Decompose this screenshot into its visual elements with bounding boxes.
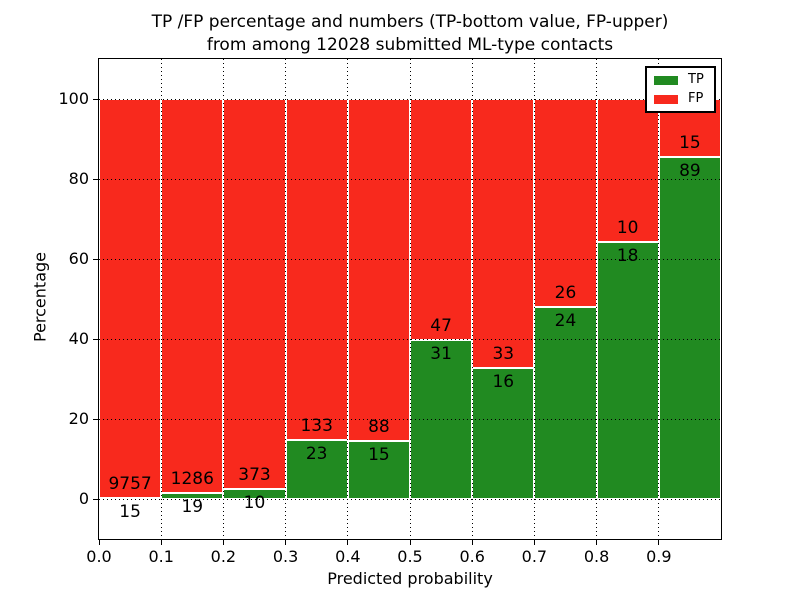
y-tick <box>93 498 98 500</box>
x-tick <box>409 540 411 545</box>
bar-fp-segment <box>161 99 224 494</box>
bar-tp-segment <box>410 340 473 499</box>
bar-label-tp-count: 10 <box>243 492 266 513</box>
x-tick-label: 0.4 <box>335 547 361 566</box>
bar-label-tp-count: 23 <box>305 444 328 465</box>
gridline-vertical <box>409 59 411 539</box>
y-tick-label: 20 <box>68 409 89 428</box>
x-tick <box>160 540 162 545</box>
y-tick-label: 100 <box>58 89 89 108</box>
x-axis-label: Predicted probability <box>327 569 493 588</box>
bar-fp-segment <box>534 99 597 307</box>
bar-label-tp-count: 31 <box>430 344 452 365</box>
gridline-vertical <box>533 59 535 539</box>
y-tick <box>93 98 98 100</box>
gridline-horizontal <box>99 338 721 340</box>
bar-label-fp-count: 1286 <box>170 469 214 490</box>
x-tick-label: 0.7 <box>521 547 548 566</box>
gridline-horizontal <box>99 178 721 180</box>
x-tick-label: 0.2 <box>210 547 237 566</box>
gridline-vertical <box>596 59 598 539</box>
gridline-vertical <box>471 59 473 539</box>
bar-label-tp-count: 19 <box>181 497 204 518</box>
y-tick <box>93 258 98 260</box>
bar-label-tp-count: 15 <box>368 444 390 465</box>
bar-tp-segment <box>596 241 659 499</box>
chart-title: TP /FP percentage and numbers (TP-bottom… <box>99 11 721 57</box>
bar-label-fp-count: 33 <box>492 344 515 365</box>
x-tick <box>471 540 473 545</box>
bar-fp-segment <box>596 99 659 242</box>
bar-label-fp-count: 47 <box>430 316 452 337</box>
chart-title-line2: from among 12028 submitted ML-type conta… <box>206 35 614 55</box>
chart-title-line1: TP /FP percentage and numbers (TP-bottom… <box>151 12 669 32</box>
x-tick <box>658 540 660 545</box>
x-tick-label: 0.1 <box>148 547 174 566</box>
x-tick-label: 0.8 <box>583 547 610 566</box>
x-tick <box>222 540 224 545</box>
bar-tp-segment <box>223 488 286 499</box>
y-tick-label: 60 <box>68 249 89 268</box>
y-tick-label: 0 <box>78 489 89 508</box>
legend: TP FP <box>645 66 716 113</box>
gridline-horizontal <box>99 418 721 420</box>
bar-label-fp-count: 88 <box>368 416 390 437</box>
gridline-vertical <box>658 59 660 539</box>
legend-label-fp: FP <box>688 91 704 106</box>
y-tick <box>93 418 98 420</box>
x-tick <box>347 540 349 545</box>
bar-fp-segment <box>410 99 473 341</box>
bar-label-tp-count: 15 <box>119 502 141 523</box>
x-tick <box>285 540 287 545</box>
bar-label-fp-count: 9757 <box>108 474 152 495</box>
bar-fp-segment <box>347 99 410 441</box>
bar-label-tp-count: 18 <box>616 245 639 266</box>
legend-swatch-tp-icon <box>654 75 678 85</box>
bar-tp-segment <box>472 368 535 499</box>
bar-label-tp-count: 16 <box>492 372 515 393</box>
gridline-vertical <box>285 59 287 539</box>
legend-swatch-fp-icon <box>654 94 678 104</box>
gridline-horizontal <box>99 258 721 260</box>
y-tick <box>93 178 98 180</box>
y-tick-label: 40 <box>68 329 89 348</box>
x-tick-label: 0.9 <box>646 547 672 566</box>
bar-tp-segment <box>534 307 597 499</box>
legend-label-tp: TP <box>688 72 704 87</box>
bar-label-fp-count: 15 <box>679 132 701 153</box>
gridline-vertical <box>222 59 224 539</box>
gridline-horizontal <box>99 98 721 100</box>
bar-tp-segment <box>347 440 410 499</box>
bar-label-tp-count: 24 <box>554 311 577 331</box>
gridline-horizontal <box>99 498 721 500</box>
gridline-vertical <box>347 59 349 539</box>
bar-fp-segment <box>223 99 286 489</box>
bar-fp-segment <box>472 99 535 369</box>
y-tick <box>93 338 98 340</box>
bar-label-fp-count: 133 <box>300 416 333 437</box>
gridline-vertical <box>160 59 162 539</box>
x-tick-label: 0.3 <box>272 547 299 566</box>
legend-item-tp: TP <box>654 73 714 87</box>
bar-label-fp-count: 10 <box>616 217 639 238</box>
x-tick <box>98 540 100 545</box>
bar-fp-segment <box>99 99 162 499</box>
x-tick-label: 0.6 <box>459 547 485 566</box>
y-tick-label: 80 <box>68 169 89 188</box>
legend-item-fp: FP <box>654 92 714 106</box>
bar-label-fp-count: 373 <box>238 464 271 485</box>
x-tick <box>533 540 535 545</box>
bar-tp-segment <box>285 440 348 499</box>
bar-label-tp-count: 89 <box>679 160 701 181</box>
bar-label-fp-count: 26 <box>554 283 577 303</box>
plot-area: 9757 15 1286 19 373 10 133 23 88 15 47 31 33 16 26 24 10… <box>98 58 722 540</box>
bar-tp-segment <box>658 156 721 499</box>
x-tick-label: 0.5 <box>397 547 423 566</box>
bar-fp-segment <box>285 99 348 441</box>
x-tick-label: 0.0 <box>86 547 112 566</box>
x-tick <box>596 540 598 545</box>
